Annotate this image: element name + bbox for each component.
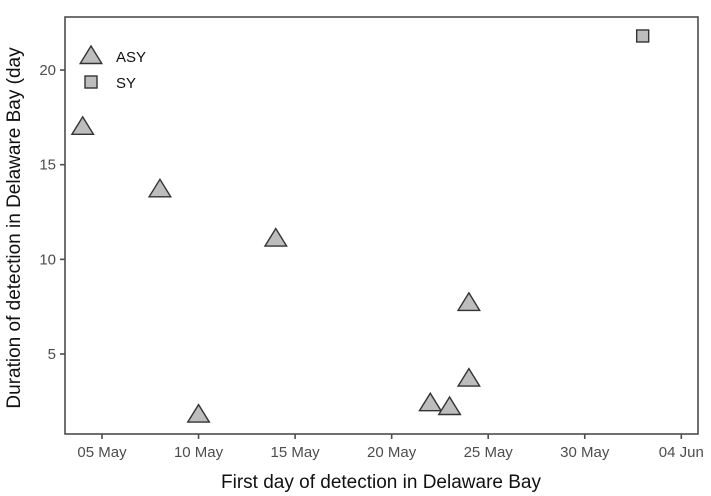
triangle-marker [418,391,443,412]
y-tick-label: 15 [39,157,56,174]
triangle-marker [147,177,172,198]
triangle-marker [70,115,95,136]
data-points [70,29,650,423]
x-tick-label: 15 May [270,444,320,461]
y-axis: 5 10 15 20 [39,62,65,363]
legend: ASY SY [78,44,146,92]
x-tick-label: 04 Jun [659,444,704,461]
square-marker [635,29,650,43]
y-tick-label: 20 [39,62,56,79]
x-tick-label: 20 May [367,444,417,461]
x-tick-label: 30 May [560,444,610,461]
x-axis-title: First day of detection in Delaware Bay [221,472,541,493]
x-tick-label: 10 May [174,444,224,461]
triangle-marker [456,367,481,387]
triangle-marker [437,395,462,416]
triangle-marker [186,403,211,423]
x-tick-label: 25 May [464,444,514,461]
plot-panel [64,16,699,435]
x-tick-label: 05 May [77,444,127,461]
triangle-marker [263,227,288,247]
triangle-marker [78,44,104,65]
square-marker [84,75,98,89]
legend-label: SY [116,75,136,92]
legend-label: ASY [116,49,146,66]
triangle-marker [456,291,481,312]
y-tick-label: 5 [48,346,56,363]
y-axis-title: Duration of detection in Delaware Bay (d… [4,47,25,409]
x-axis: 05 May 10 May 15 May 20 May 25 May 30 May 04 J… [77,434,704,461]
y-tick-label: 10 [39,251,56,268]
